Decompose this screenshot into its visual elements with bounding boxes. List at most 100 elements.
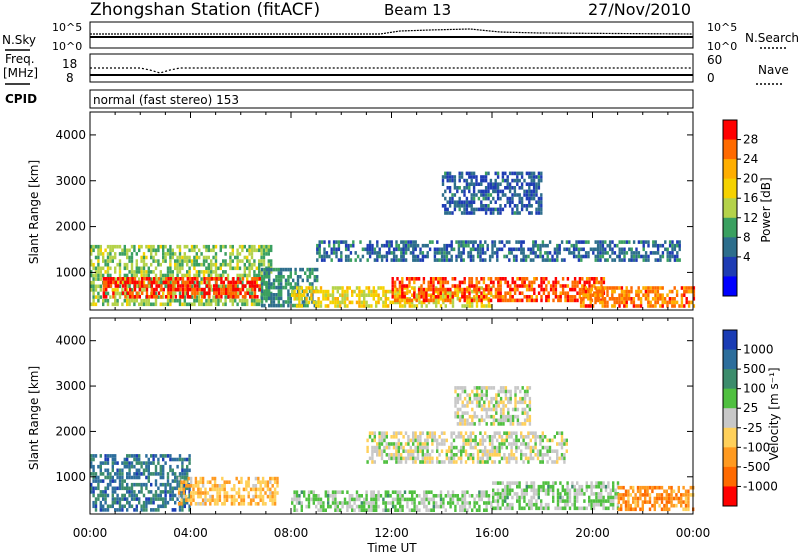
heatmap-cell [513,193,517,197]
heatmap-cell [537,211,541,215]
heatmap-cell [492,207,495,212]
heatmap-cell [439,291,442,295]
heatmap-cell [668,240,672,244]
heatmap-cell [298,293,301,297]
freq-left-tick-top: 18 [62,57,77,71]
heatmap-cell [363,504,366,509]
heatmap-cell [480,298,483,303]
heatmap-cell [182,480,186,484]
heatmap-cell [312,497,315,502]
heatmap-cell [495,418,498,423]
heatmap-cell [162,475,165,480]
heatmap-cell [559,298,562,303]
heatmap-cell [587,251,590,255]
heatmap-cell [503,254,506,259]
heatmap-cell [133,284,137,288]
heatmap-cell [516,277,519,281]
heatmap-cell [397,438,400,443]
heatmap-cell [444,277,447,281]
heatmap-cell [455,460,458,464]
heatmap-cell [174,277,177,281]
heatmap-cell [176,464,179,469]
heatmap-cell [511,196,514,201]
heatmap-cell [343,300,347,305]
heatmap-cell [408,508,411,512]
heatmap-cell [482,280,486,285]
heatmap-cell [659,297,662,301]
heatmap-cell [99,288,102,292]
heatmap-cell [613,300,616,305]
heatmap-cell [145,482,148,487]
heatmap-cell [454,386,457,390]
heatmap-cell [487,386,491,390]
heatmap-cell [634,500,637,504]
heatmap-cell [436,442,439,446]
heatmap-cell [348,497,351,502]
heatmap-cell [461,389,464,394]
heatmap-cell [453,291,457,295]
heatmap-cell [600,277,603,281]
heatmap-cell [656,286,660,290]
heatmap-cell [217,295,221,299]
heatmap-cell [459,497,462,502]
heatmap-cell [523,189,526,194]
heatmap-cell [220,277,223,281]
heatmap-cell [212,248,215,253]
heatmap-cell [523,193,526,197]
heatmap-cell [511,207,514,212]
heatmap-cell [472,453,475,457]
heatmap-cell [532,456,535,461]
heatmap-cell [481,449,484,453]
heatmap-cell [590,492,593,496]
heatmap-cell [391,277,394,281]
heatmap-cell [497,418,500,423]
heatmap-cell [473,504,476,509]
heatmap-cell [590,481,593,485]
heatmap-cell [625,297,628,301]
heatmap-cell [468,396,472,401]
heatmap-cell [280,275,283,279]
heatmap-cell [214,244,218,249]
heatmap-cell [577,251,581,255]
heatmap-cell [213,487,217,492]
heatmap-cell [496,495,500,500]
heatmap-cell [220,291,223,295]
heatmap-cell [105,287,108,292]
heatmap-cell [415,494,419,498]
heatmap-cell [456,407,460,412]
heatmap-cell [479,240,482,244]
heatmap-cell [635,293,638,297]
heatmap-cell [270,262,273,267]
heatmap-cell [455,254,458,259]
heatmap-cell [530,287,534,292]
heatmap-cell [394,300,397,305]
heatmap-cell [478,422,481,426]
heatmap-cell [432,284,435,288]
heatmap-cell [627,496,630,501]
heatmap-cell [236,252,239,256]
heatmap-cell [334,297,337,301]
heatmap-cell [106,472,110,476]
heatmap-cell [92,500,95,505]
heatmap-cell [363,508,366,512]
heatmap-cell [578,492,581,496]
heatmap-cell [560,438,564,443]
heatmap-cell [253,298,256,303]
heatmap-cell [532,435,535,439]
heatmap-cell [616,243,619,248]
heatmap-cell [169,255,172,260]
heatmap-cell [463,298,466,303]
heatmap-cell [496,453,499,457]
heatmap-cell [481,456,484,461]
heatmap-cell [563,442,566,446]
heatmap-cell [437,295,440,299]
heatmap-cell [167,291,170,295]
heatmap-cell [169,295,173,299]
heatmap-cell [627,293,631,297]
heatmap-cell [252,487,255,492]
heatmap-cell [554,287,558,292]
heatmap-cell [166,248,170,253]
heatmap-cell [272,267,276,272]
heatmap-cell [478,494,481,498]
heatmap-cell [528,407,532,412]
